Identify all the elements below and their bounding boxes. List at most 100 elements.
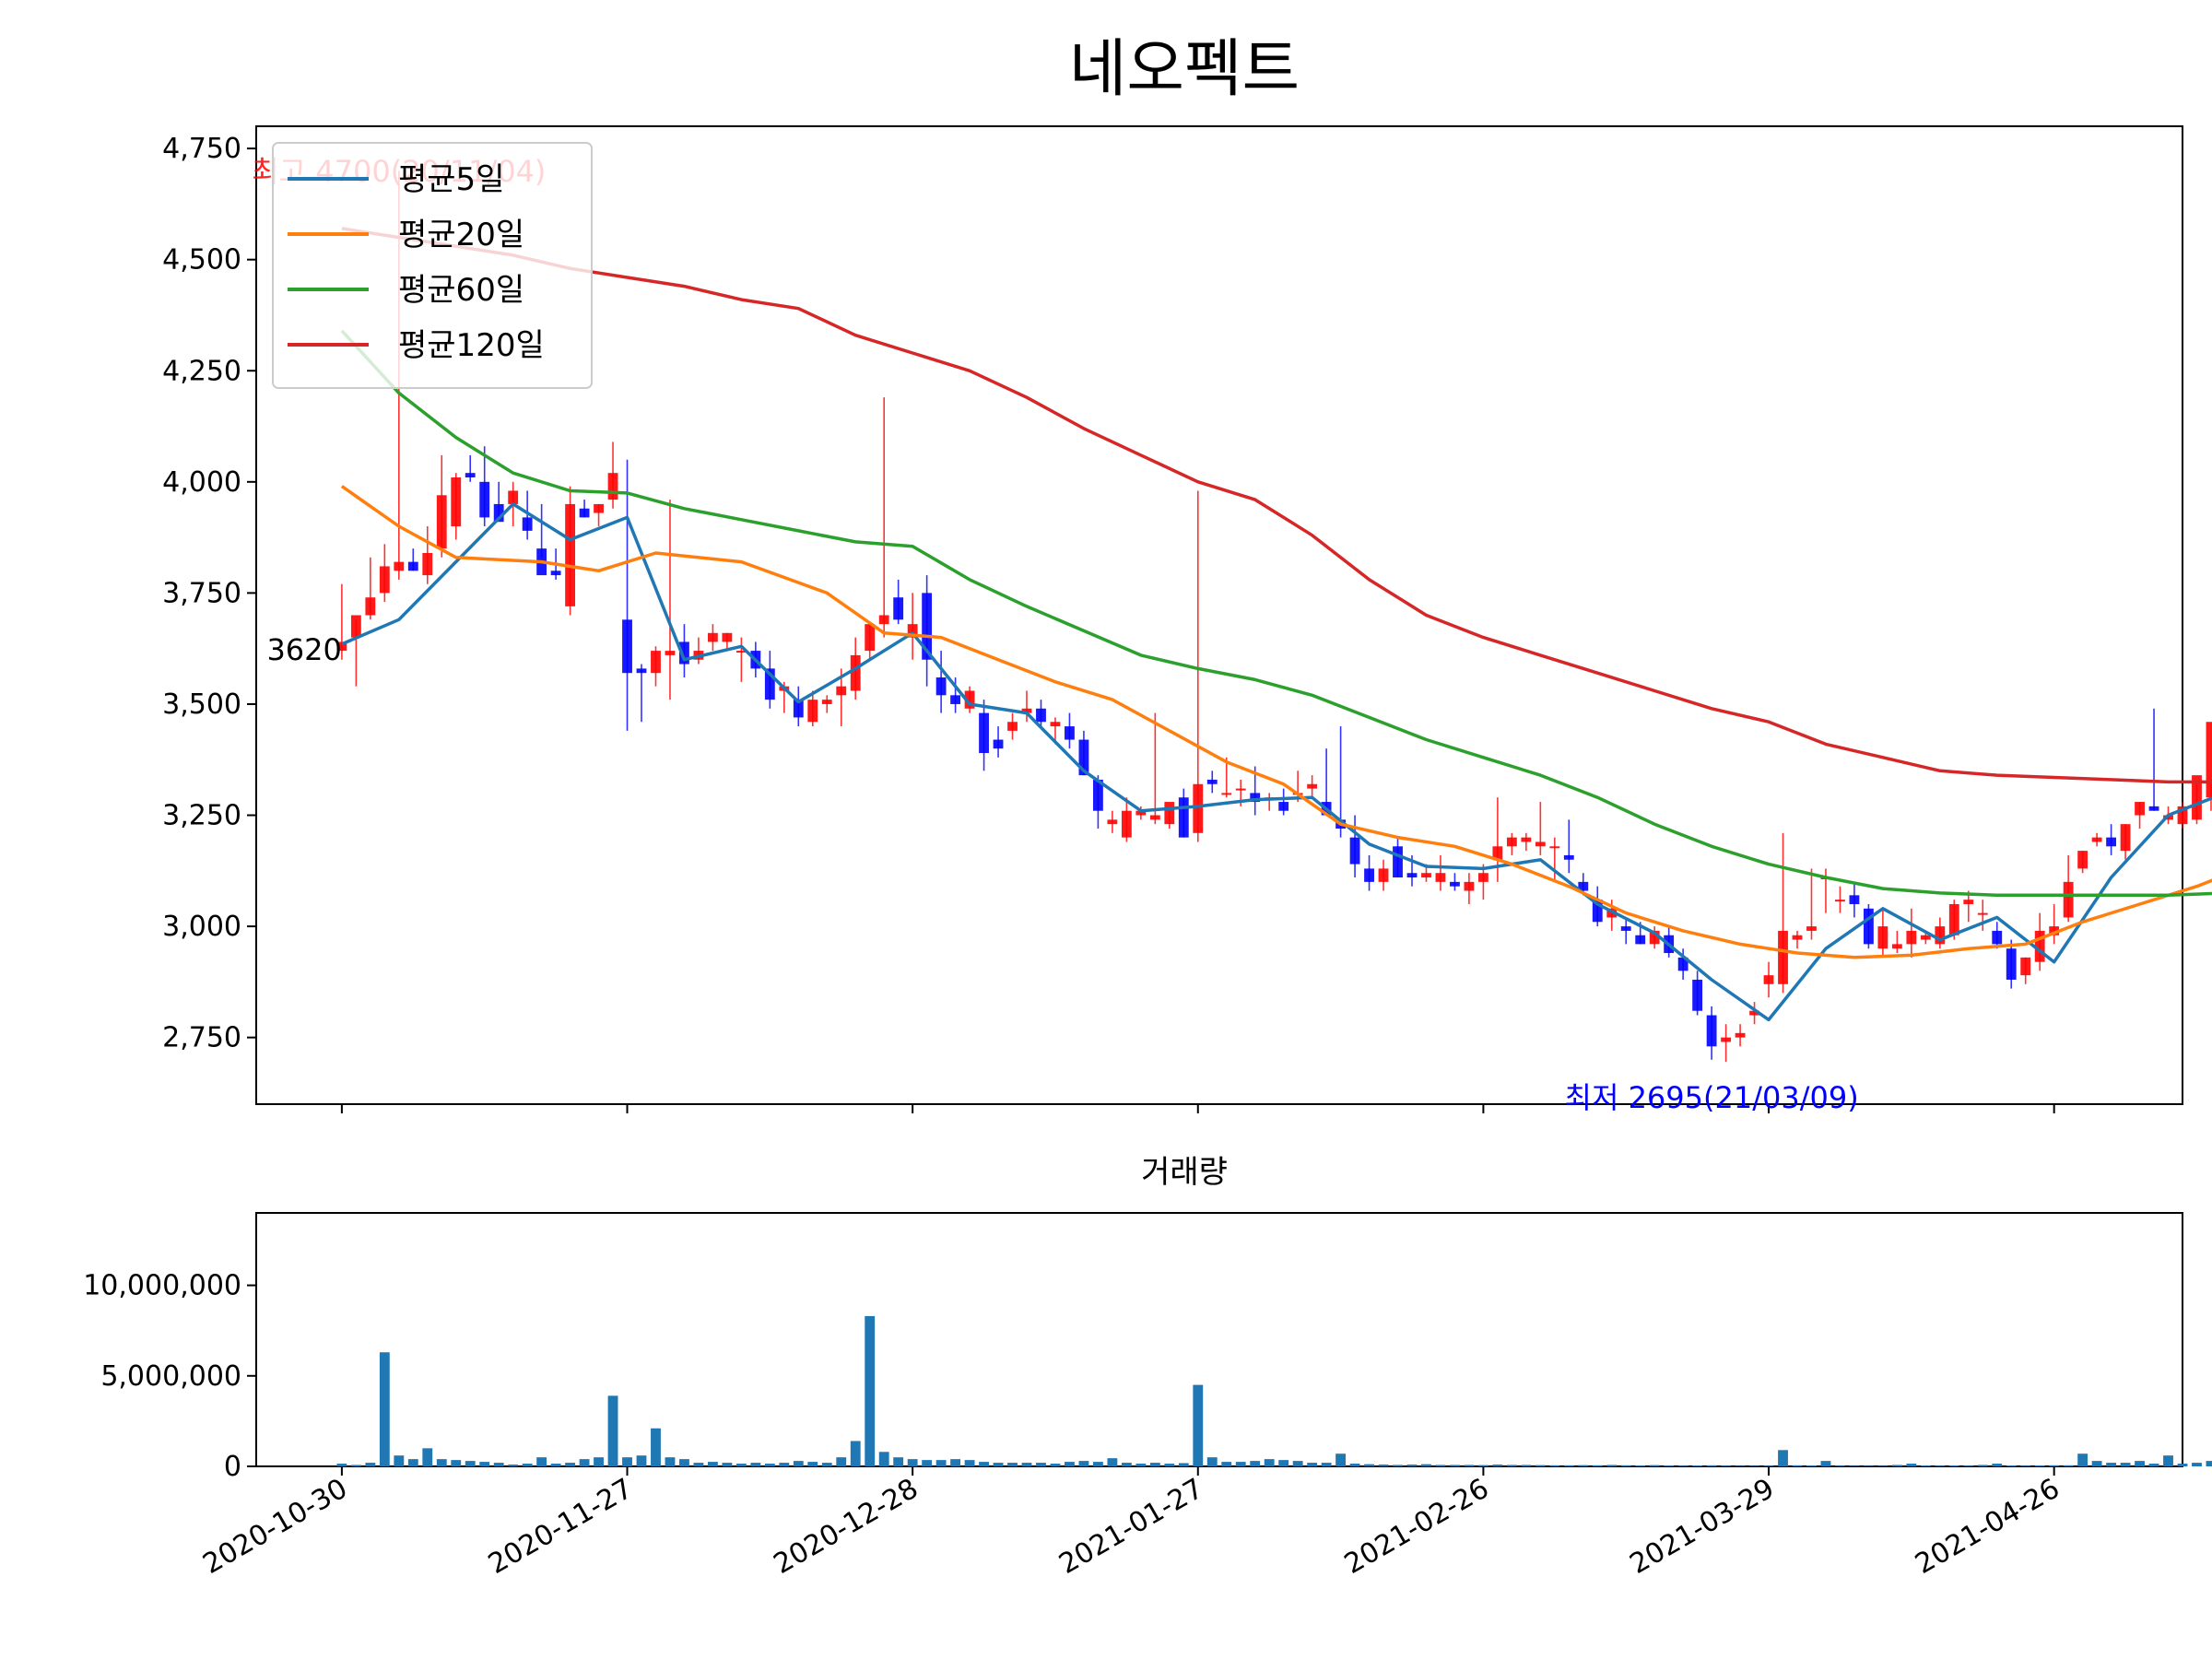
candle-body — [1635, 935, 1646, 945]
y-tick-label: 4,000 — [162, 466, 241, 499]
volume-bar — [394, 1455, 405, 1466]
candle-body — [1578, 881, 1589, 891]
volume-bar — [1963, 1465, 1974, 1466]
volume-bar — [2106, 1463, 2117, 1466]
candle-body — [2177, 806, 2188, 825]
volume-bar — [821, 1463, 832, 1466]
candle-body — [1692, 979, 1703, 1011]
volume-bar — [1121, 1463, 1132, 1466]
volume-bar — [1321, 1463, 1332, 1466]
candle-body — [764, 668, 775, 700]
volume-y-tick-label: 10,000,000 — [83, 1270, 241, 1302]
candle-body — [451, 477, 462, 527]
volume-bar — [1664, 1465, 1675, 1466]
volume-bar — [550, 1464, 561, 1466]
volume-bar — [1606, 1465, 1618, 1466]
price-frame — [255, 125, 2183, 1105]
chart-title: 네오펙트 — [1069, 33, 1300, 106]
candle-body — [665, 651, 676, 655]
candle-body — [336, 641, 347, 652]
volume-bar — [679, 1459, 689, 1466]
volume-bar — [1849, 1465, 1860, 1466]
volume-bar — [422, 1448, 433, 1466]
candle-body — [1435, 873, 1446, 882]
x-tick-label: 2020-10-30 — [197, 1473, 352, 1581]
candle-body — [993, 739, 1004, 749]
volume-bar — [1549, 1465, 1560, 1466]
candle-body — [1649, 930, 1660, 945]
volume-bar — [1792, 1465, 1803, 1466]
volume-bar — [536, 1457, 547, 1466]
candle-body — [1549, 846, 1560, 849]
volume-bar — [651, 1428, 661, 1466]
volume-frame — [255, 1212, 2183, 1467]
volume-bar — [1278, 1460, 1289, 1466]
x-tick-label: 2021-03-29 — [1625, 1473, 1780, 1581]
candle-body — [878, 615, 889, 625]
volume-bar — [451, 1460, 462, 1466]
candle-body — [1891, 944, 1902, 949]
candle-body — [436, 495, 447, 549]
volume-bar — [1107, 1458, 1118, 1466]
volume-bar — [1749, 1465, 1759, 1466]
candle-body — [565, 503, 576, 606]
candle-body — [1050, 722, 1061, 727]
candle-body — [922, 593, 933, 660]
volume-bar — [1820, 1461, 1831, 1466]
candle-body — [907, 624, 918, 638]
candle-body — [2091, 837, 2102, 842]
volume-bar — [979, 1462, 989, 1466]
volume-bar — [579, 1459, 590, 1466]
candle-body — [2192, 775, 2202, 820]
legend-box — [272, 142, 593, 389]
x-tick-label: 2020-12-28 — [769, 1473, 924, 1581]
volume-bar — [793, 1461, 804, 1466]
candle-body — [1164, 802, 1175, 825]
volume-bar — [1178, 1463, 1189, 1466]
volume-bar — [1735, 1465, 1746, 1466]
volume-bar — [950, 1459, 961, 1466]
volume-bar — [779, 1463, 790, 1466]
candle-body — [1735, 1032, 1746, 1038]
volume-bar — [1435, 1465, 1446, 1466]
candle-body — [1535, 841, 1546, 847]
candle-body — [1492, 846, 1503, 860]
ma-line-0 — [341, 502, 2212, 1022]
volume-bar — [1721, 1465, 1732, 1466]
volume-bar — [379, 1352, 390, 1466]
volume-bar — [350, 1465, 361, 1466]
candle-body — [807, 700, 818, 723]
volume-bar — [1778, 1450, 1788, 1466]
y-tick-label: 4,750 — [162, 133, 241, 165]
candle-body — [850, 654, 861, 691]
candle-body — [379, 566, 390, 594]
candle-body — [1749, 1010, 1759, 1016]
volume-bar — [1992, 1464, 2003, 1466]
y-tick-label: 2,750 — [162, 1022, 241, 1054]
volume-bar — [1535, 1465, 1546, 1466]
low-annotation: 최저 2695(21/03/09) — [1565, 1080, 1859, 1115]
candle-body — [1307, 783, 1318, 789]
candle-body — [1250, 793, 1261, 803]
candle-body — [1406, 873, 1418, 878]
candle-body — [1521, 837, 1532, 842]
volume-bar — [1692, 1465, 1703, 1466]
volume-bar — [2020, 1465, 2031, 1466]
candle-body — [1706, 1015, 1717, 1047]
x-tick-label: 2021-01-27 — [1053, 1473, 1208, 1581]
price-panel: 2,750 3,000 3,250 3,500 3,750 4,000 4,250 4,500… — [162, 125, 2212, 1115]
candle-body — [836, 686, 847, 696]
candle-body — [365, 597, 376, 616]
volume-bar — [2049, 1465, 2060, 1466]
volume-bar — [1221, 1462, 1232, 1466]
volume-bar — [836, 1457, 847, 1466]
candle-body — [493, 503, 504, 523]
volume-bar — [1378, 1465, 1389, 1466]
candle-body — [1792, 935, 1803, 940]
candle-body — [1092, 779, 1103, 811]
candle-body — [651, 651, 661, 674]
candle-body — [407, 561, 418, 571]
y-tick-label: 4,500 — [162, 244, 241, 276]
candle-body — [707, 632, 718, 642]
